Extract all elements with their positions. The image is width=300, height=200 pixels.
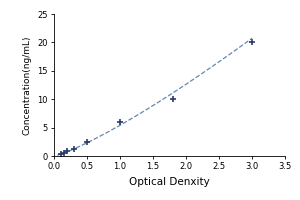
Y-axis label: Concentration(ng/mL): Concentration(ng/mL)	[23, 35, 32, 135]
X-axis label: Optical Denxity: Optical Denxity	[129, 177, 210, 187]
